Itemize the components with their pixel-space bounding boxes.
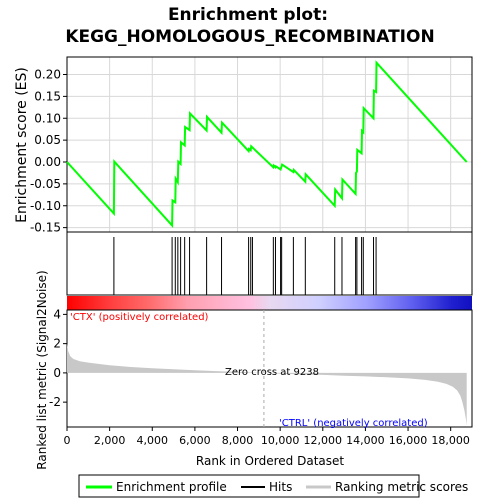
rank-y-tick-label: -2 <box>49 395 61 409</box>
es-grid <box>66 57 472 232</box>
rank-x-tick-label: 6,000 <box>179 434 211 447</box>
rank-y-tick-label: 4 <box>53 307 61 321</box>
es-y-tick-label: -0.15 <box>30 221 61 235</box>
negative-correlation-label: 'CTRL' (negatively correlated) <box>279 418 428 429</box>
rank-x-tick-label: 18,000 <box>431 434 470 447</box>
correlation-color-bar <box>67 296 472 310</box>
hits-marks <box>113 237 377 295</box>
enrichment-profile-line <box>66 60 468 228</box>
legend: Enrichment profile Hits Ranking metric s… <box>78 474 468 498</box>
es-y-tick-label: -0.10 <box>30 199 61 213</box>
es-y-tick-label: 0.00 <box>34 155 61 169</box>
rank-x-tick-label: 8,000 <box>222 434 254 447</box>
legend-label-hits: Hits <box>269 480 292 494</box>
rank-x-tick-label: 0 <box>64 434 71 447</box>
rank-x-tick-label: 12,000 <box>304 434 343 447</box>
zero-cross-label: Zero cross at 9238 <box>225 367 319 378</box>
rank-x-axis-label: Rank in Ordered Dataset <box>196 454 344 468</box>
rank-y-axis-label: Ranked list metric (Signal2Noise) <box>35 270 49 469</box>
positive-correlation-label: 'CTX' (positively correlated) <box>70 312 209 323</box>
es-y-tick-label: 0.15 <box>34 89 61 103</box>
rank-x-tick-label: 10,000 <box>261 434 300 447</box>
es-y-tick-label: 0.10 <box>34 111 61 125</box>
chart-title-line1: Enrichment plot: <box>168 5 328 25</box>
es-y-tick-label: 0.20 <box>34 68 61 82</box>
chart-title-line2: KEGG_HOMOLOGOUS_RECOMBINATION <box>65 27 434 47</box>
es-y-tick-label: -0.05 <box>30 177 61 191</box>
es-y-axis: -0.15 -0.10 -0.05 0.00 0.05 0.10 0.15 0.20 <box>30 68 67 235</box>
rank-y-axis: -2 0 2 4 <box>49 307 67 409</box>
rank-y-tick-label: 2 <box>53 337 61 351</box>
legend-label-enrichment-profile: Enrichment profile <box>116 480 227 494</box>
rank-x-axis: 0 2,000 4,000 6,000 8,000 10,000 12,000 14,000 1… <box>64 427 470 447</box>
es-y-tick-label: 0.05 <box>34 133 61 147</box>
rank-x-tick-label: 2,000 <box>94 434 126 447</box>
hits-panel-frame <box>66 231 473 296</box>
rank-x-tick-label: 14,000 <box>346 434 385 447</box>
es-y-axis-label: Enrichment score (ES) <box>14 67 30 223</box>
rank-y-tick-label: 0 <box>53 366 61 380</box>
rank-x-tick-label: 16,000 <box>389 434 428 447</box>
rank-x-tick-label: 4,000 <box>137 434 169 447</box>
legend-label-ranking-metric: Ranking metric scores <box>335 480 468 494</box>
ranking-metric-area <box>67 343 467 426</box>
